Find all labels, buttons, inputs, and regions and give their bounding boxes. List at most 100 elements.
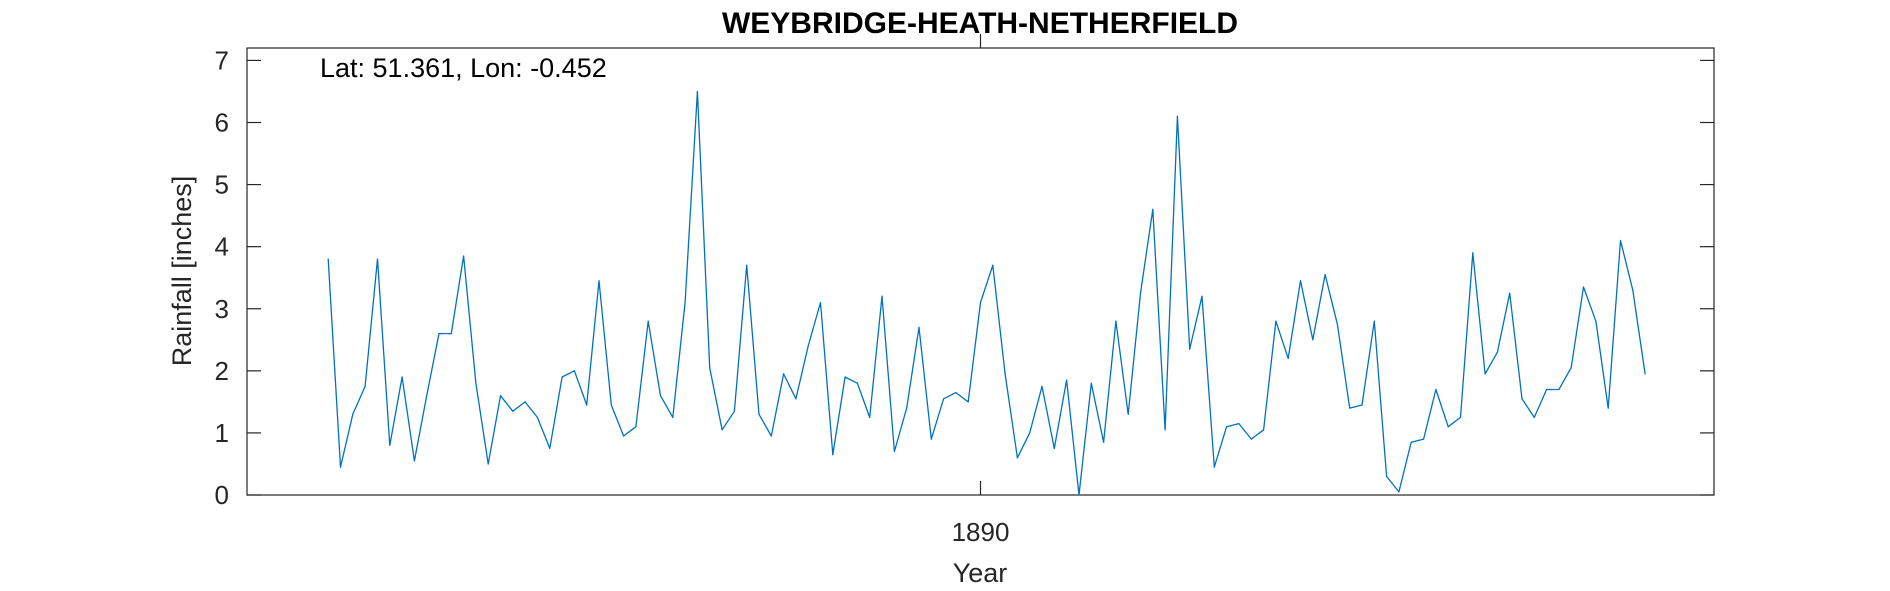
data-point [1632,289,1634,291]
x-tick-label: 1890 [952,517,1010,547]
data-point [524,401,526,403]
data-point [906,407,908,409]
data-point [930,438,932,440]
data-point [733,410,736,412]
data-point [1398,491,1400,493]
y-tick-label: 4 [215,232,229,262]
data-point [339,466,342,468]
data-point [659,395,662,397]
data-point [893,450,896,453]
data-point [475,382,477,384]
data-point [647,320,649,322]
data-point [1496,351,1498,353]
data-point [1250,438,1252,440]
y-axis-label: Rainfall [inches] [167,176,197,367]
data-point [1472,252,1474,254]
data-point [684,301,686,304]
data-point [487,463,489,465]
data-point [696,90,699,93]
data-point [1090,382,1092,384]
data-point [1558,388,1560,391]
data-point [438,333,440,335]
data-point [1053,447,1055,449]
data-point [783,373,785,375]
data-point [352,413,354,415]
data-point [1016,457,1019,459]
data-point [967,401,969,403]
data-point [992,264,994,266]
data-point [1386,475,1388,477]
data-point [1570,367,1572,369]
data-point [586,404,588,406]
data-point [512,410,514,412]
data-point [499,395,502,397]
data-point [1127,413,1129,415]
data-point [376,258,379,260]
y-tick-label: 2 [215,356,229,386]
data-point [1164,429,1166,431]
data-point [1521,398,1523,400]
data-point [610,404,612,406]
plot-area-box [246,47,1715,496]
x-axis-label: Year [953,558,1008,588]
data-point [1201,295,1203,297]
data-point [598,280,600,282]
data-point [1263,429,1265,431]
x-axis-ticks: 1890 [952,34,1010,547]
data-point [463,255,465,257]
data-point [635,426,637,428]
data-point [1435,388,1437,391]
data-point [561,376,563,378]
data-point [1115,320,1117,322]
data-point [1078,494,1080,496]
data-point [1226,426,1228,428]
data-point [1373,320,1375,322]
y-tick-label: 1 [215,418,229,448]
data-point [672,416,674,418]
data-point [1533,416,1535,418]
data-point [573,370,576,372]
data-point [1287,357,1289,359]
data-point [943,398,945,400]
data-point [1176,115,1178,117]
data-point [1324,274,1326,276]
data-point [1029,432,1031,434]
data-point [1299,280,1302,282]
data-point [549,447,551,449]
y-tick-label: 3 [215,294,229,324]
data-point [1336,323,1338,325]
data-point [1423,438,1425,440]
data-point [1484,373,1486,375]
data-point [1275,320,1277,322]
data-point [1447,426,1449,428]
data-point [955,392,957,394]
data-point [1041,385,1043,387]
data-point [1066,379,1068,381]
data-point [795,398,797,400]
data-point [426,395,428,397]
data-point [1595,320,1597,322]
data-point [413,460,415,462]
data-point [918,326,920,328]
data-point [881,295,883,297]
y-tick-label: 5 [215,170,229,200]
data-point [536,416,539,418]
data-point [1582,286,1585,288]
data-point [1189,348,1191,350]
data-point [1349,407,1351,409]
data-point [1607,407,1609,409]
data-point [807,345,809,347]
data-point [1139,292,1142,294]
data-point [1509,292,1511,294]
data-point [1004,373,1006,375]
y-tick-label: 7 [215,45,229,75]
data-point [623,435,625,437]
data-point [746,264,748,266]
data-point [844,376,846,378]
data-point [819,301,822,304]
data-point [1213,466,1215,468]
location-annotation: Lat: 51.361, Lon: -0.452 [320,53,607,83]
data-point [450,333,452,335]
